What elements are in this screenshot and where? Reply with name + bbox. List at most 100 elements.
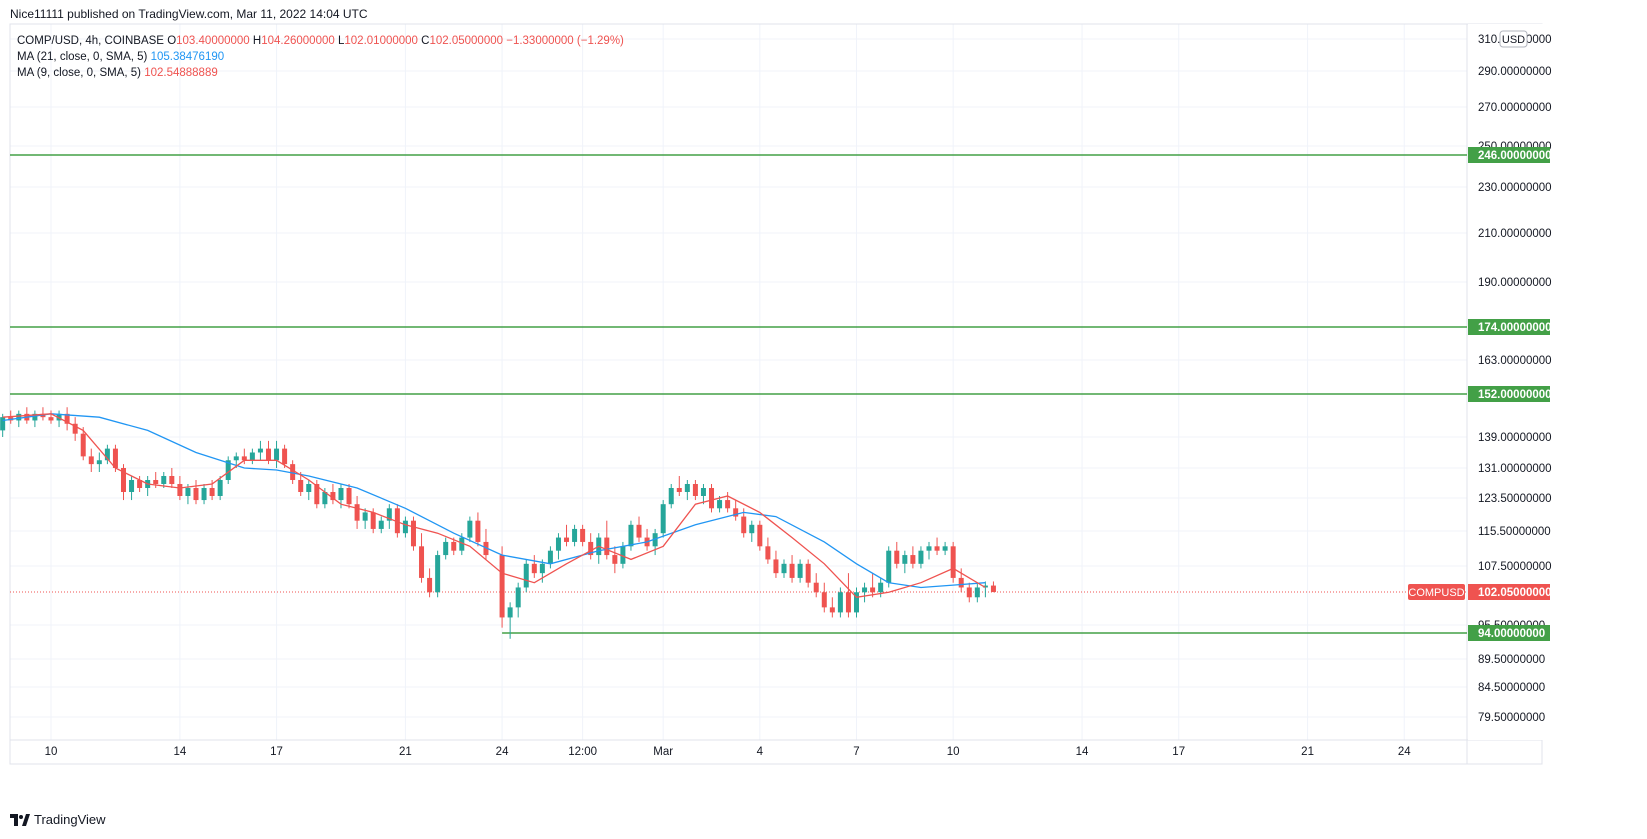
price-tick-label: 131.00000000 <box>1478 463 1552 475</box>
legend-high-value: 104.26000000 <box>261 35 335 47</box>
candle <box>684 480 690 501</box>
price-tick-label: 230.00000000 <box>1478 182 1552 194</box>
price-tick-label: 270.00000000 <box>1478 102 1552 114</box>
candle <box>88 448 94 472</box>
currency-badge[interactable]: USD <box>1499 30 1528 48</box>
candle <box>966 582 972 603</box>
candle <box>749 520 755 542</box>
candle <box>499 546 505 628</box>
candle <box>48 410 54 424</box>
candle <box>201 484 207 505</box>
legend-high-label: H <box>252 35 262 47</box>
candle <box>813 573 819 598</box>
candle <box>0 413 6 437</box>
candle <box>934 537 940 556</box>
candle <box>483 528 489 560</box>
time-tick-label: 21 <box>399 746 412 758</box>
candle <box>862 582 868 603</box>
legend-close-value: 102.05000000 <box>429 35 504 47</box>
candle <box>870 573 876 598</box>
candle <box>910 546 916 569</box>
legend-ma21-label: MA (21, close, 0, SMA, 5) <box>17 51 148 63</box>
candle <box>96 452 102 472</box>
legend-low-label: L <box>337 35 345 47</box>
candle <box>225 456 231 484</box>
candle <box>612 546 618 574</box>
price-labels-layer: 246.00000000 174.00000000 152.00000000 94.0… <box>1408 147 1552 641</box>
candle <box>765 537 771 564</box>
candle <box>72 417 78 441</box>
candle <box>990 581 996 593</box>
candle <box>789 555 795 583</box>
candle <box>926 541 932 560</box>
time-tick-label: 24 <box>1398 746 1411 758</box>
time-tick-label: 4 <box>757 746 764 758</box>
level-price-text: 152.00000000 <box>1478 389 1552 401</box>
candle <box>539 559 545 583</box>
candle <box>974 582 980 603</box>
candle <box>306 480 312 501</box>
time-axis[interactable]: 10 14 17 21 24 12:00 Mar 4 7 10 14 17 21 24 <box>45 746 1412 758</box>
candle <box>137 476 143 492</box>
candle <box>773 550 779 578</box>
candle <box>628 520 634 551</box>
candle <box>274 440 280 468</box>
ma9-line <box>2 413 986 598</box>
time-tick-label: 21 <box>1301 746 1314 758</box>
legend-change: −1.33000000 (−1.29%) <box>506 35 624 47</box>
time-tick-label: 17 <box>1172 746 1185 758</box>
candle <box>797 559 803 583</box>
tradingview-logo[interactable]: TradingView <box>10 812 106 827</box>
grid-layer <box>10 24 1542 764</box>
candle <box>652 528 658 556</box>
candle <box>419 533 425 583</box>
price-tick-label: 190.00000000 <box>1478 277 1552 289</box>
candle <box>298 472 304 496</box>
candle <box>837 587 843 618</box>
time-tick-label: 7 <box>853 746 859 758</box>
candle <box>757 520 763 551</box>
candle <box>942 541 948 556</box>
candle <box>692 480 698 501</box>
candle <box>507 602 513 639</box>
publish-line: Nice11111 published on TradingView.com, … <box>10 7 368 21</box>
candle <box>145 476 151 496</box>
legend-ma9-value: 102.54888889 <box>144 67 218 79</box>
candle <box>717 496 723 513</box>
price-tick-label: 290.00000000 <box>1478 66 1552 78</box>
candle <box>596 533 602 564</box>
last-price-label: COMPUSD 102.05000000 <box>1408 584 1552 600</box>
price-tick-label: 84.50000000 <box>1478 682 1545 694</box>
candle <box>741 508 747 538</box>
candle <box>467 516 473 542</box>
price-tick-label: 115.50000000 <box>1478 526 1551 538</box>
candles-layer <box>0 407 996 639</box>
candle <box>709 484 715 513</box>
price-tick-label: 139.00000000 <box>1478 432 1552 444</box>
time-tick-label: 10 <box>947 746 960 758</box>
candle <box>314 480 320 509</box>
candle <box>958 568 964 593</box>
ma-layer <box>2 413 986 598</box>
price-axis[interactable]: 310.00000000290.00000000270.00000000250.… <box>1468 24 1552 740</box>
candle <box>386 504 392 529</box>
price-axis-bg <box>1468 24 1543 740</box>
candle <box>902 550 908 574</box>
time-tick-label: 14 <box>1076 746 1089 758</box>
price-tick-label: 107.50000000 <box>1478 561 1552 573</box>
price-tick-label: 210.00000000 <box>1478 228 1552 240</box>
price-tick-label: 89.50000000 <box>1478 654 1545 666</box>
legend-open-label: O <box>167 35 177 47</box>
candle <box>564 524 570 547</box>
legend-low-value: 102.01000000 <box>344 35 418 47</box>
candle <box>644 528 650 551</box>
legend-ma21-row[interactable]: MA (21, close, 0, SMA, 5) 105.38476190 <box>17 49 624 65</box>
candle <box>32 410 38 428</box>
candle <box>894 541 900 569</box>
price-tick-label: 163.00000000 <box>1478 355 1552 367</box>
candle <box>547 546 553 569</box>
candle <box>64 407 70 431</box>
candle <box>676 476 682 496</box>
legend-ma9-row[interactable]: MA (9, close, 0, SMA, 5) 102.54888889 <box>17 65 624 81</box>
